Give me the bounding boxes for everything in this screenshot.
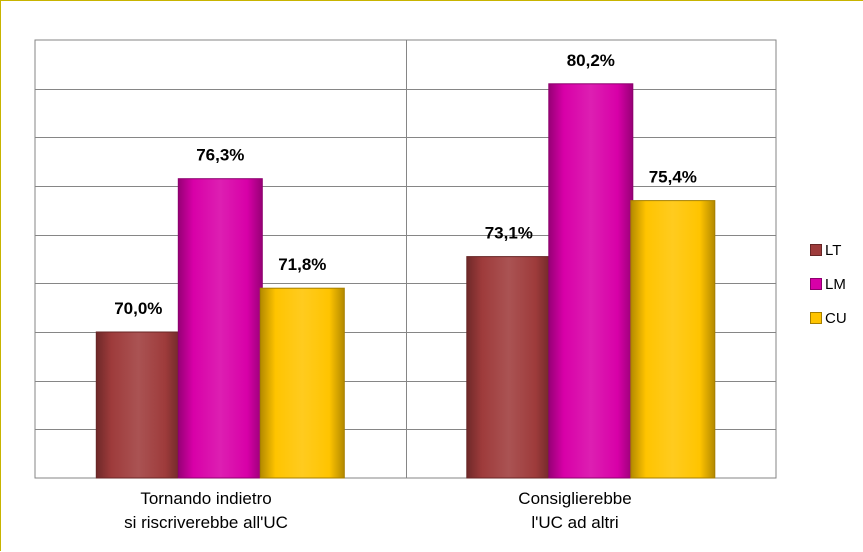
category-label-0: Tornando indietro si riscriverebbe all'U…	[76, 487, 336, 535]
data-label-lm-0: 76,3%	[196, 146, 244, 165]
legend-swatch-cu	[810, 312, 822, 324]
category-label-0-line-1: Tornando indietro	[76, 487, 336, 511]
legend-item-lm: LM	[810, 267, 847, 301]
bar-lt-0	[96, 332, 180, 478]
legend-item-lt: LT	[810, 233, 847, 267]
category-label-1-line-2: l'UC ad altri	[445, 511, 705, 535]
legend-label-lm: LM	[825, 276, 846, 293]
legend: LT LM CU	[810, 233, 847, 335]
bar-cu-0	[260, 288, 344, 478]
bar-lt-1	[467, 257, 551, 478]
legend-swatch-lm	[810, 278, 822, 290]
legend-label-lt: LT	[825, 242, 841, 259]
category-label-1-line-1: Consiglierebbe	[445, 487, 705, 511]
bar-lm-1	[549, 84, 633, 478]
data-label-cu-1: 75,4%	[649, 168, 697, 187]
category-label-0-line-2: si riscriverebbe all'UC	[76, 511, 336, 535]
category-label-1: Consiglierebbe l'UC ad altri	[445, 487, 705, 535]
data-label-lm-1: 80,2%	[567, 51, 615, 70]
legend-swatch-lt	[810, 244, 822, 256]
legend-item-cu: CU	[810, 301, 847, 335]
data-label-lt-1: 73,1%	[485, 224, 533, 243]
bar-cu-1	[631, 201, 715, 478]
data-label-lt-0: 70,0%	[114, 299, 162, 318]
data-label-cu-0: 71,8%	[278, 255, 326, 274]
legend-label-cu: CU	[825, 310, 847, 327]
bar-lm-0	[178, 179, 262, 478]
